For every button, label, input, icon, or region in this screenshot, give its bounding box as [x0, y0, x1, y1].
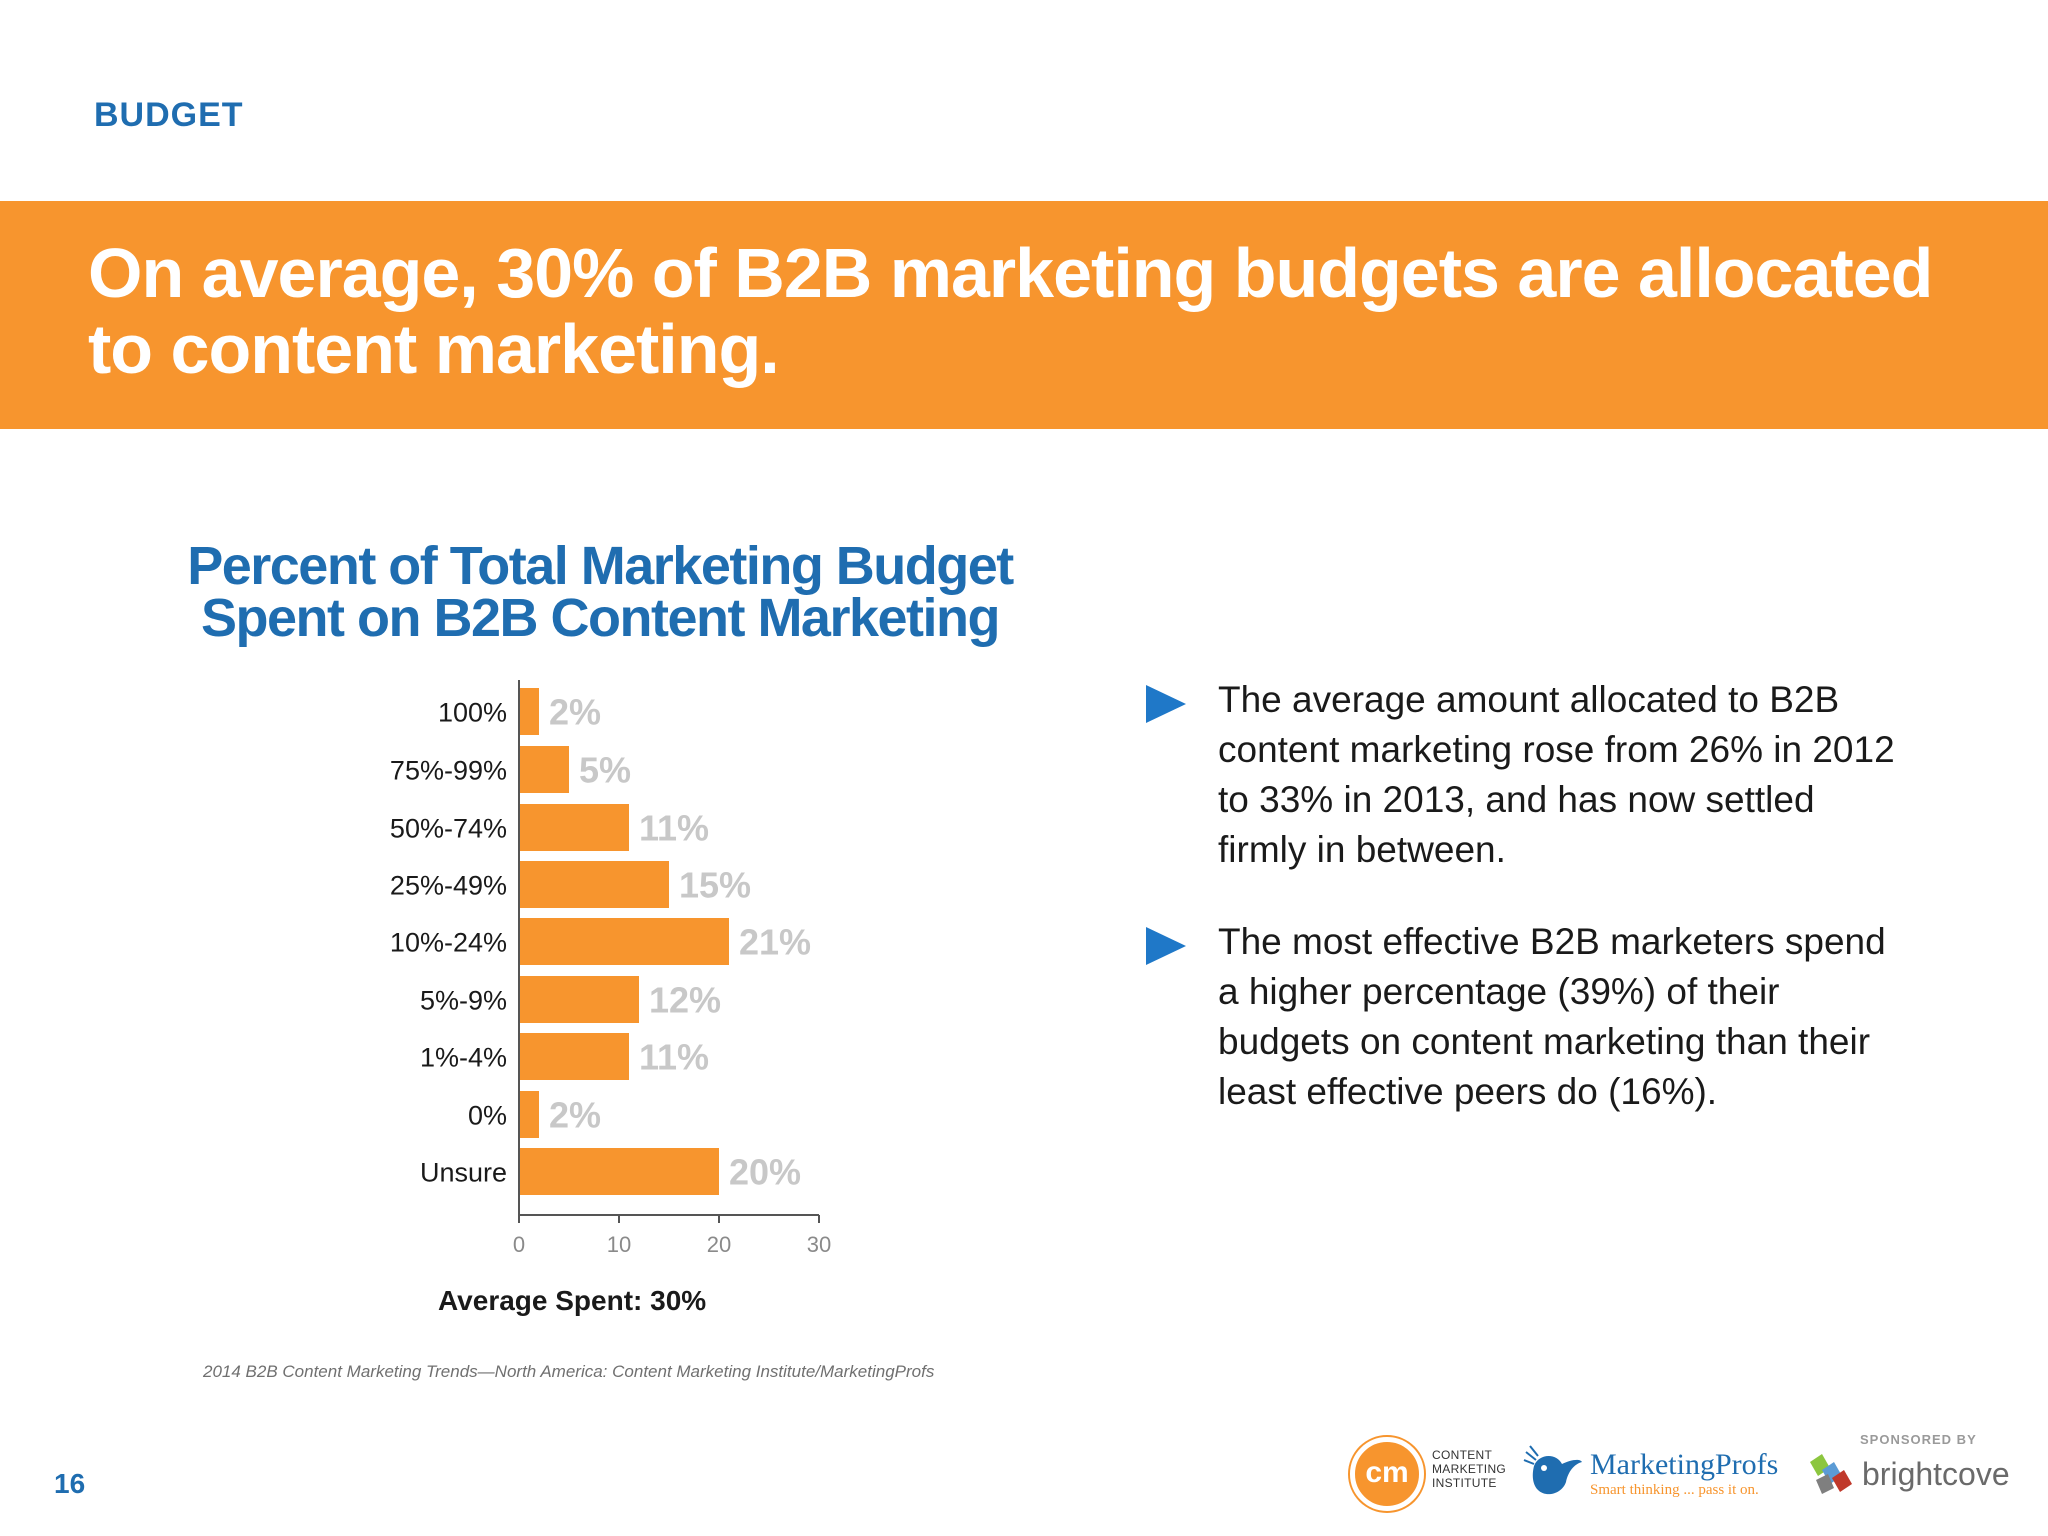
- category-label: 25%-49%: [390, 871, 507, 901]
- headline: On average, 30% of B2B marketing budgets…: [88, 234, 1933, 388]
- data-label: 12%: [649, 980, 721, 1021]
- bar: [519, 1148, 719, 1195]
- cmi-wordmark: CONTENT MARKETING INSTITUTE: [1432, 1448, 1506, 1490]
- triangle-right-icon: [1146, 927, 1186, 965]
- data-label: 2%: [549, 1095, 601, 1136]
- marketingprofs-tagline: Smart thinking ... pass it on.: [1590, 1482, 1759, 1498]
- bar: [519, 918, 729, 965]
- x-tick-label: 0: [513, 1232, 525, 1257]
- bullet-text: The average amount allocated to B2B cont…: [1218, 679, 1895, 870]
- category-label: 10%-24%: [390, 928, 507, 958]
- triangle-right-icon: [1146, 685, 1186, 723]
- bar: [519, 861, 669, 908]
- category-label: 5%-9%: [420, 986, 507, 1016]
- x-tick-label: 30: [807, 1232, 831, 1257]
- data-label: 20%: [729, 1152, 801, 1193]
- category-label: 1%-4%: [420, 1043, 507, 1073]
- bar-chart: 100% 2%75%-99% 5%50%-74% 11%25%-49% 15%10%-2…: [390, 680, 831, 1257]
- category-label: 50%-74%: [390, 814, 507, 844]
- bar: [519, 1091, 539, 1138]
- x-tick-label: 20: [707, 1232, 731, 1257]
- bullet-item: The most effective B2B marketers spend a…: [1146, 917, 1906, 1117]
- data-label: 21%: [739, 922, 811, 963]
- bullet-list: The average amount allocated to B2B cont…: [1146, 675, 1906, 1159]
- category-label: Unsure: [420, 1158, 507, 1188]
- bar: [519, 746, 569, 793]
- bar: [519, 804, 629, 851]
- brightcove-logo-icon: [1810, 1454, 1852, 1494]
- cmi-logo: cm: [1350, 1437, 1424, 1511]
- category-label: 100%: [438, 698, 507, 728]
- brightcove-wordmark: brightcove: [1862, 1456, 2010, 1492]
- bullet-text: The most effective B2B marketers spend a…: [1218, 921, 1886, 1112]
- bullet-item: The average amount allocated to B2B cont…: [1146, 675, 1906, 875]
- source-citation: 2014 B2B Content Marketing Trends—North …: [203, 1362, 935, 1381]
- data-label: 11%: [639, 1037, 709, 1078]
- data-label: 11%: [639, 808, 709, 849]
- footer-logos: cm CONTENT MARKETING INSTITUTE Marketing…: [1350, 1430, 2048, 1536]
- category-label: 0%: [468, 1101, 507, 1131]
- bird-icon: [1523, 1445, 1582, 1495]
- data-label: 5%: [579, 750, 631, 791]
- sponsored-by-label: SPONSORED BY: [1860, 1432, 1977, 1447]
- x-tick-label: 10: [607, 1232, 631, 1257]
- data-label: 15%: [679, 865, 751, 906]
- average-note: Average Spent: 30%: [438, 1285, 707, 1316]
- page-number: 16: [54, 1468, 86, 1499]
- bar: [519, 688, 539, 735]
- headline-banner: [0, 201, 2048, 429]
- chart-title: Percent of Total Marketing Budget Spent …: [187, 536, 1014, 648]
- cmi-line: CONTENT: [1432, 1448, 1493, 1462]
- bar: [519, 976, 639, 1023]
- bar: [519, 1033, 629, 1080]
- cmi-line: MARKETING: [1432, 1462, 1507, 1476]
- category-label: 75%-99%: [390, 756, 507, 786]
- cmi-line: INSTITUTE: [1432, 1476, 1497, 1490]
- marketingprofs-wordmark: MarketingProfs: [1590, 1448, 1779, 1481]
- data-label: 2%: [549, 692, 601, 733]
- section-label: BUDGET: [94, 96, 244, 134]
